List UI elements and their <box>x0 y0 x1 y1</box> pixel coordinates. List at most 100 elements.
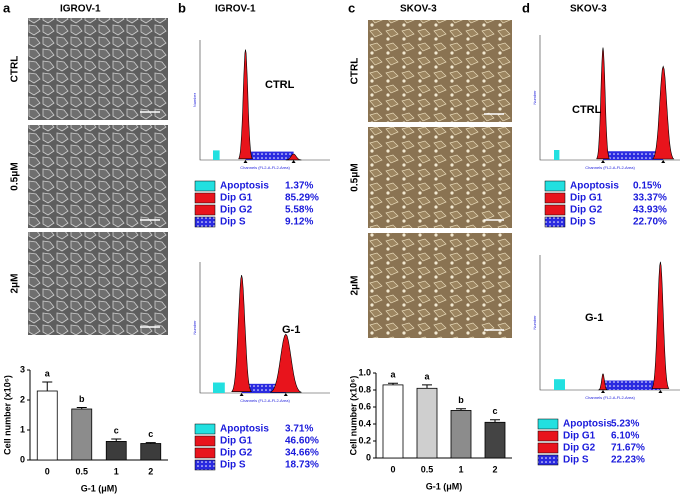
x-tick-label: 2 <box>492 464 497 474</box>
histogram-xlabel: Channels (FL2-A-FL2-Area) <box>585 165 635 170</box>
sphase-region <box>603 380 661 390</box>
legend-value: 6.10% <box>611 431 639 442</box>
histogram-ylabel: Number <box>532 90 537 105</box>
bar <box>71 408 93 461</box>
legend-swatch <box>544 180 566 192</box>
legend-name: Dip G2 <box>563 443 596 454</box>
bar <box>382 384 404 459</box>
micrograph <box>28 18 168 120</box>
histogram-ylabel: Number <box>532 315 537 330</box>
legend-name: Apoptosis <box>220 424 269 435</box>
legend-name: Dip G1 <box>220 193 253 204</box>
x-tick-label: 0.5 <box>75 466 88 476</box>
legend-swatch <box>544 204 566 216</box>
bar <box>416 387 438 459</box>
legend-value: 22.23% <box>611 455 645 466</box>
apoptosis-region <box>554 379 565 390</box>
peak-marker <box>239 393 244 396</box>
y-tick-label: 1.0 <box>358 367 371 377</box>
histogram-frame <box>199 40 330 161</box>
micrograph <box>28 232 168 335</box>
legend-name: Dip S <box>563 455 589 466</box>
significance-letter: a <box>45 368 51 378</box>
legend-name: Apoptosis <box>563 419 612 430</box>
row-label: 0.5μM <box>350 163 361 191</box>
legend-value: 71.67% <box>611 443 645 454</box>
bar <box>105 440 127 461</box>
y-axis-label: Cell number (x10⁶) <box>2 375 12 455</box>
legend-name: Dip G2 <box>220 448 253 459</box>
legend-value: 1.37% <box>285 181 313 192</box>
legend-swatch <box>194 180 216 192</box>
histogram-frame <box>199 262 330 394</box>
legend-name: Apoptosis <box>220 181 269 192</box>
legend-swatch <box>194 204 216 216</box>
legend-name: Dip S <box>220 460 246 471</box>
legend-name: Dip G1 <box>570 193 603 204</box>
peak-marker <box>283 393 288 396</box>
legend-swatch <box>537 454 559 466</box>
row-label: CTRL <box>10 56 21 83</box>
legend-swatch <box>194 423 216 435</box>
y-tick-label: 0.6 <box>358 401 371 411</box>
legend-swatch <box>537 430 559 442</box>
sphase-region <box>245 151 294 160</box>
row-label: CTRL <box>350 58 361 85</box>
micrograph <box>28 125 168 228</box>
error-bar <box>76 407 87 409</box>
x-tick-label: 1 <box>458 464 463 474</box>
significance-letter: b <box>458 395 464 405</box>
histogram-xlabel: Channels (FL2-A-FL2-Area) <box>240 398 290 403</box>
peak-marker <box>601 160 605 163</box>
y-tick-label: 0.2 <box>358 435 371 445</box>
histogram-name: CTRL <box>265 79 295 91</box>
legend-swatch <box>537 442 559 454</box>
histogram-peak <box>231 275 252 392</box>
histogram-peak <box>597 373 609 391</box>
peak-marker <box>601 390 605 393</box>
x-tick-label: 1 <box>114 466 119 476</box>
sphase-region <box>603 151 664 160</box>
bar <box>484 421 506 459</box>
row-label: 2μM <box>350 275 361 295</box>
row-label: 0.5μM <box>10 162 21 190</box>
y-tick-label: 0.8 <box>358 384 371 394</box>
legend-value: 46.60% <box>285 436 319 447</box>
histogram-ylabel: Number <box>192 320 197 335</box>
x-tick-label: 0 <box>390 464 395 474</box>
legend-value: 5.58% <box>285 205 313 216</box>
legend-name: Apoptosis <box>570 181 619 192</box>
legend-value: 43.93% <box>633 205 667 216</box>
legend-swatch <box>194 216 216 228</box>
histogram-peak <box>596 47 610 160</box>
histogram-name: G-1 <box>282 324 300 336</box>
histogram-xlabel: Channels (FL2-A-FL2-Area) <box>240 165 290 170</box>
panel-label: c <box>348 0 355 15</box>
panel-label: d <box>522 0 530 15</box>
legend-name: Dip G1 <box>220 436 253 447</box>
legend-swatch <box>194 459 216 471</box>
y-tick-label: 0.4 <box>358 418 371 428</box>
apoptosis-region <box>213 382 225 393</box>
significance-letter: c <box>148 429 153 439</box>
y-axis-label: Cell number (x10⁶) <box>348 376 358 456</box>
legend-value: 0.15% <box>633 181 661 192</box>
legend-swatch <box>194 192 216 204</box>
legend-value: 85.29% <box>285 193 319 204</box>
legend-name: Dip G2 <box>570 205 603 216</box>
significance-letter: b <box>79 394 85 404</box>
micrograph <box>368 127 512 228</box>
legend-value: 33.37% <box>633 193 667 204</box>
histogram-peak <box>285 153 302 161</box>
panel-title: IGROV-1 <box>215 4 256 15</box>
x-tick-label: 0 <box>45 466 50 476</box>
legend-value: 22.70% <box>633 217 667 228</box>
legend-name: Dip S <box>570 217 596 228</box>
legend-value: 9.12% <box>285 217 313 228</box>
legend-value: 5.23% <box>611 419 639 430</box>
y-tick-label: 0 <box>366 452 371 462</box>
legend-value: 34.66% <box>285 448 319 459</box>
panel-label: b <box>178 0 186 15</box>
sphase-region <box>241 383 286 393</box>
